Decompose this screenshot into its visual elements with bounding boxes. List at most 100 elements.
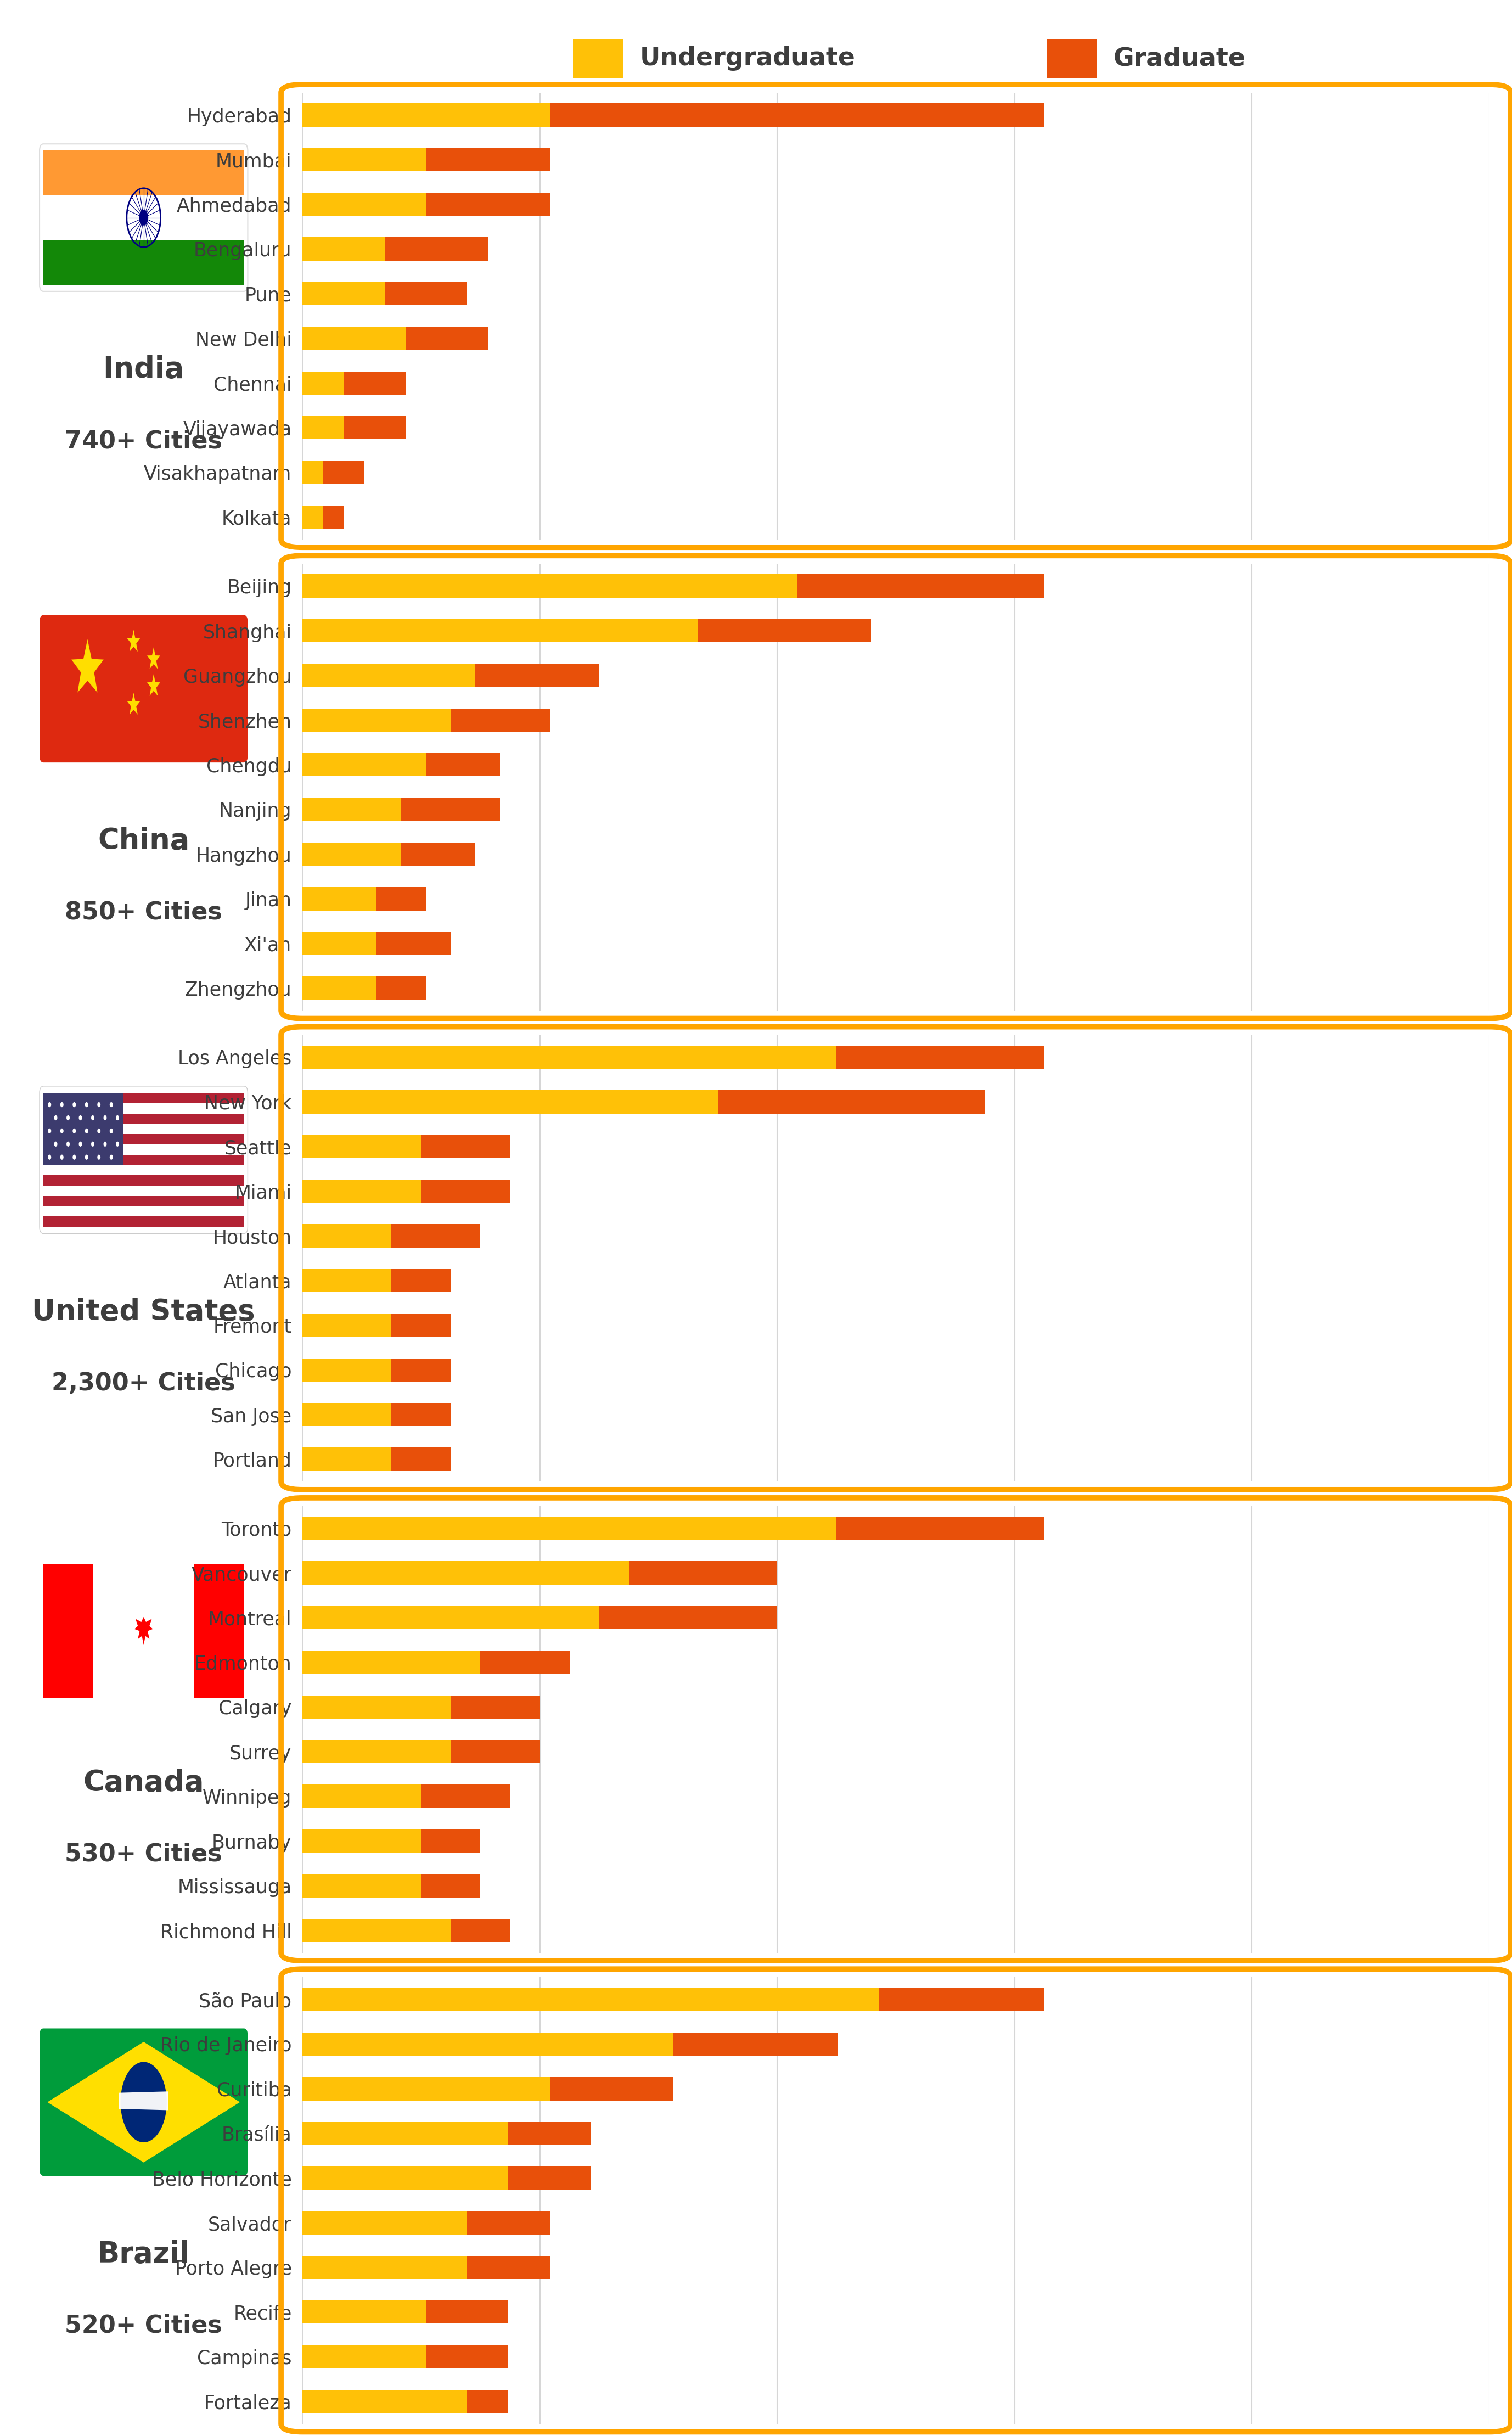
Bar xyxy=(302,2032,673,2056)
Bar xyxy=(376,977,426,999)
Bar xyxy=(302,192,426,217)
Bar xyxy=(302,1920,451,1941)
Bar xyxy=(467,2212,550,2234)
Bar xyxy=(836,1045,1045,1069)
Circle shape xyxy=(79,1142,82,1147)
Bar xyxy=(420,1873,481,1898)
Circle shape xyxy=(85,1128,88,1133)
Bar xyxy=(302,1135,420,1157)
Bar xyxy=(302,1605,599,1630)
Bar xyxy=(302,1561,629,1583)
Polygon shape xyxy=(47,2041,240,2163)
Bar xyxy=(302,843,401,865)
Text: Canada: Canada xyxy=(83,1769,204,1798)
Bar xyxy=(392,1447,451,1471)
Bar xyxy=(673,2032,838,2056)
Bar xyxy=(699,619,871,643)
Circle shape xyxy=(98,1104,100,1106)
Bar xyxy=(44,1164,243,1177)
Bar xyxy=(194,1564,243,1698)
Bar xyxy=(302,1045,836,1069)
Text: United States: United States xyxy=(32,1298,256,1325)
Bar xyxy=(44,151,243,195)
Bar xyxy=(343,370,405,395)
Bar xyxy=(451,1695,540,1717)
Bar xyxy=(302,1359,392,1381)
Bar xyxy=(550,2078,673,2100)
Bar xyxy=(420,1179,510,1203)
Text: 740+ Cities: 740+ Cities xyxy=(65,429,222,453)
Circle shape xyxy=(92,1116,94,1121)
Bar xyxy=(44,1186,243,1196)
Bar xyxy=(302,1091,718,1113)
Circle shape xyxy=(116,1116,118,1121)
Text: Brazil: Brazil xyxy=(97,2239,191,2268)
Bar xyxy=(302,504,324,529)
Bar xyxy=(718,1091,984,1113)
Bar xyxy=(44,1145,243,1155)
Bar xyxy=(44,1206,243,1216)
Bar xyxy=(302,1652,481,1674)
FancyBboxPatch shape xyxy=(39,2029,248,2175)
Text: 520+ Cities: 520+ Cities xyxy=(65,2314,222,2336)
Bar xyxy=(573,39,623,78)
Text: India: India xyxy=(103,356,184,385)
Polygon shape xyxy=(127,631,141,653)
Bar xyxy=(1046,39,1096,78)
Bar xyxy=(44,1113,243,1123)
Bar xyxy=(302,663,475,687)
Bar xyxy=(302,236,386,261)
Bar xyxy=(302,102,550,127)
Text: 530+ Cities: 530+ Cities xyxy=(65,1842,222,1866)
Bar xyxy=(451,1920,510,1941)
Circle shape xyxy=(92,1142,94,1147)
Circle shape xyxy=(54,1116,57,1121)
Circle shape xyxy=(48,1128,51,1133)
Circle shape xyxy=(98,1155,100,1160)
Bar xyxy=(475,663,599,687)
Bar xyxy=(401,799,500,821)
Bar xyxy=(44,1177,243,1186)
Bar xyxy=(302,1313,392,1337)
Bar xyxy=(426,2300,508,2324)
Bar xyxy=(44,195,243,241)
Circle shape xyxy=(110,1104,112,1106)
Bar xyxy=(420,1786,510,1808)
Bar xyxy=(44,1135,243,1145)
Bar xyxy=(880,1988,1045,2012)
Bar xyxy=(420,1829,481,1854)
Bar xyxy=(302,575,797,597)
Bar xyxy=(302,1739,451,1764)
Bar xyxy=(302,1403,392,1425)
Bar xyxy=(44,1196,243,1206)
Bar xyxy=(405,326,488,351)
Bar xyxy=(324,460,364,485)
Bar xyxy=(302,1225,392,1247)
Bar xyxy=(599,1605,777,1630)
Circle shape xyxy=(104,1142,106,1147)
Bar xyxy=(44,1564,94,1698)
Bar xyxy=(302,1988,880,2012)
Bar xyxy=(44,1155,243,1164)
Bar xyxy=(467,2256,550,2280)
Bar xyxy=(302,1179,420,1203)
Polygon shape xyxy=(127,692,141,714)
Text: Graduate: Graduate xyxy=(1113,46,1246,71)
Bar xyxy=(629,1561,777,1583)
Circle shape xyxy=(48,1104,51,1106)
Bar xyxy=(550,102,1045,127)
Bar xyxy=(392,1359,451,1381)
Circle shape xyxy=(73,1128,76,1133)
Bar xyxy=(302,149,426,171)
Bar xyxy=(44,1123,243,1135)
Bar xyxy=(426,149,550,171)
Bar xyxy=(508,2166,591,2190)
Bar xyxy=(302,2300,426,2324)
Bar xyxy=(302,887,376,911)
Circle shape xyxy=(139,209,148,224)
Text: China: China xyxy=(98,826,189,855)
Bar xyxy=(302,2212,467,2234)
Bar xyxy=(44,1094,243,1104)
Bar xyxy=(386,236,488,261)
FancyBboxPatch shape xyxy=(39,614,248,762)
